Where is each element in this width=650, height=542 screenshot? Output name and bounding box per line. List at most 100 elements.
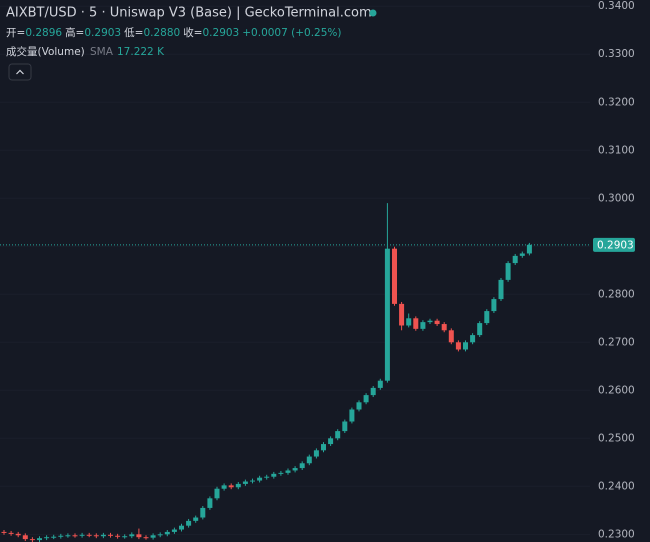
candle-body: [370, 387, 376, 396]
plot-area: [0, 5, 590, 542]
candle-body: [44, 537, 50, 539]
candle-body: [434, 320, 440, 325]
candle-body: [157, 534, 163, 536]
y-tick-label: 0.2800: [598, 288, 635, 300]
ohlc-legend: 开= 0.2896 高= 0.2903 低= 0.2880 收= 0.2903 +0.0007 …: [6, 26, 341, 39]
candle-body: [512, 255, 518, 264]
candle-body: [505, 263, 511, 280]
candle-body: [292, 468, 298, 471]
candle-body: [356, 402, 362, 410]
candle-body: [186, 520, 192, 526]
candle-body: [271, 473, 277, 477]
collapse-icon: [16, 69, 24, 75]
y-tick-label: 0.3200: [598, 96, 635, 108]
candle-body: [455, 342, 461, 350]
candle-body: [477, 323, 483, 336]
legend-change: +0.0007 (+0.25%): [242, 27, 341, 39]
candle-body: [470, 335, 476, 343]
candle-body: [86, 534, 92, 536]
legend-key: 收=: [183, 26, 202, 39]
candle-body: [321, 444, 326, 451]
candle-body: [79, 534, 85, 536]
y-tick-label: 0.2600: [598, 384, 635, 396]
price-label: 0.2903: [597, 239, 634, 251]
candle-body: [200, 507, 206, 518]
volume-label: 成交量(Volume): [6, 45, 85, 58]
y-tick-label: 0.3400: [598, 0, 635, 12]
candle-body: [328, 438, 334, 445]
candle-body: [406, 318, 412, 326]
legend-value: 0.2880: [143, 27, 180, 39]
candle-body: [179, 525, 184, 530]
candle-body: [392, 248, 397, 304]
candle-body: [335, 431, 341, 439]
status-dot: [369, 9, 377, 17]
candle-body: [72, 535, 78, 537]
candle-body: [427, 320, 433, 323]
candle-body: [526, 244, 532, 254]
candle-body: [129, 534, 135, 537]
price-label-box: [593, 237, 635, 252]
candle-body: [150, 535, 156, 538]
candle-body: [122, 536, 128, 538]
y-tick-label: 0.2400: [598, 480, 635, 492]
candle-body: [519, 253, 525, 256]
candle-body: [29, 539, 35, 541]
candle-body: [108, 534, 113, 536]
candle-body: [306, 456, 312, 464]
sma-label: SMA: [90, 46, 114, 58]
candle-body: [171, 529, 177, 532]
candle-body: [193, 517, 199, 521]
y-tick-label: 0.2500: [598, 432, 635, 444]
candle-body: [37, 538, 42, 541]
candle-body: [413, 318, 419, 329]
candle-body: [463, 342, 468, 350]
candle-body: [285, 470, 291, 473]
candle-body: [491, 299, 497, 312]
candle-body: [264, 476, 270, 478]
candle-body: [8, 532, 14, 534]
y-tick-label: 0.3100: [598, 144, 635, 156]
legend-value: 0.2903: [84, 27, 121, 39]
y-tick-label: 0.2700: [598, 336, 635, 348]
candle-body: [299, 463, 305, 469]
candle-body: [399, 303, 405, 326]
candle-body: [214, 488, 220, 499]
candle-body: [349, 409, 355, 422]
candle-body: [65, 535, 71, 537]
candle-body: [498, 279, 504, 300]
candle-body: [235, 483, 241, 488]
candle-body: [1, 531, 7, 533]
candle-body: [58, 535, 64, 537]
legend-key: 低=: [124, 26, 143, 39]
candle-body: [15, 533, 21, 536]
candle-body: [115, 535, 121, 537]
candle-body: [207, 498, 213, 508]
legend-value: 0.2903: [203, 27, 240, 39]
candle-body: [313, 450, 319, 457]
y-tick-label: 0.3300: [598, 48, 635, 60]
legend-key: 高=: [65, 26, 84, 39]
candle-body: [22, 535, 28, 540]
candle-body: [228, 485, 234, 488]
legend-key: 开=: [6, 27, 25, 39]
y-tick-label: 0.2300: [598, 528, 635, 540]
candle-body: [221, 485, 227, 489]
candle-body: [448, 330, 454, 343]
candle-body: [51, 536, 57, 538]
candle-body: [250, 480, 255, 482]
candle-body: [242, 481, 248, 484]
candle-body: [257, 477, 263, 481]
y-tick-label: 0.3000: [598, 192, 635, 204]
candle-body: [377, 380, 383, 388]
collapse-button[interactable]: [8, 63, 32, 81]
sma-value: 17.222 K: [117, 46, 165, 58]
candle-body: [420, 322, 426, 329]
candle-body: [93, 535, 99, 537]
candle-body: [136, 534, 142, 538]
candle-body: [441, 324, 447, 331]
candle-body: [164, 531, 170, 535]
candle-body: [342, 421, 348, 432]
